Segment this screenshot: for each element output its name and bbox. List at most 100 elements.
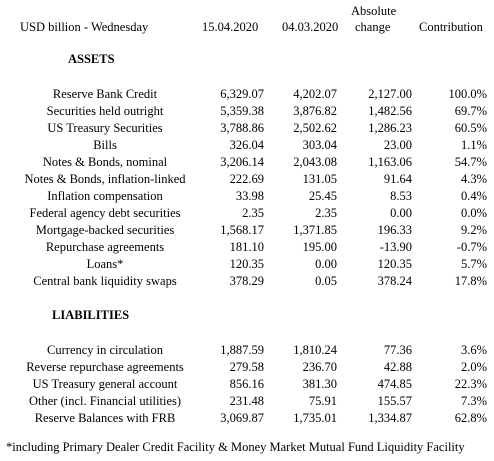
absolute-change: 77.36 bbox=[383, 343, 412, 357]
row-label: Central bank liquidity swaps bbox=[33, 274, 177, 288]
section-title-liabilities: LIABILITIES bbox=[52, 308, 130, 322]
absolute-change: 8.53 bbox=[390, 189, 412, 203]
contribution: 9.2% bbox=[460, 223, 487, 237]
contribution: 5.7% bbox=[460, 257, 487, 271]
contribution: 7.3% bbox=[460, 394, 487, 408]
contribution: 3.6% bbox=[460, 343, 487, 357]
row-label: Currency in circulation bbox=[47, 343, 163, 357]
value-date-2: 0.00 bbox=[315, 257, 337, 271]
value-date-2: 131.05 bbox=[302, 172, 337, 186]
contribution: 62.8% bbox=[454, 411, 487, 425]
value-date-1: 3,788.86 bbox=[220, 121, 264, 135]
value-date-1: 378.29 bbox=[229, 274, 264, 288]
table-row: Central bank liquidity swaps 378.29 0.05 37… bbox=[0, 273, 494, 289]
value-date-2: 303.04 bbox=[302, 138, 337, 152]
row-label: Securities held outright bbox=[46, 104, 164, 118]
table-row: Federal agency debt securities 2.35 2.35 0.… bbox=[0, 205, 494, 221]
value-date-1: 279.58 bbox=[229, 360, 264, 374]
value-date-2: 25.45 bbox=[308, 189, 337, 203]
row-label: US Treasury general account bbox=[32, 377, 178, 391]
table-row: Mortgage-backed securities 1,568.17 1,371.… bbox=[0, 222, 494, 238]
section-title-assets: ASSETS bbox=[68, 52, 115, 66]
column-header-date-1: 15.04.2020 bbox=[202, 20, 259, 34]
table-row: Reserve Balances with FRB 3,069.87 1,735.0… bbox=[0, 410, 494, 426]
table-row: Loans* 120.35 0.00 120.35 5.7% bbox=[0, 256, 494, 272]
contribution: -0.7% bbox=[456, 240, 487, 254]
contribution: 69.7% bbox=[454, 104, 487, 118]
value-date-2: 2,043.08 bbox=[293, 155, 337, 169]
contribution: 100.0% bbox=[448, 87, 487, 101]
row-label: Notes & Bonds, nominal bbox=[42, 155, 168, 169]
table-row: Notes & Bonds, inflation-linked 222.69 131… bbox=[0, 171, 494, 187]
value-date-1: 3,069.87 bbox=[220, 411, 264, 425]
column-header-contribution: Contribution bbox=[419, 20, 483, 34]
contribution: 0.0% bbox=[460, 206, 487, 220]
contribution: 17.8% bbox=[454, 274, 487, 288]
table-row: US Treasury Securities 3,788.86 2,502.62 1,… bbox=[0, 120, 494, 136]
absolute-change: 120.35 bbox=[377, 257, 412, 271]
value-date-2: 1,735.01 bbox=[293, 411, 337, 425]
row-label: Repurchase agreements bbox=[45, 240, 165, 254]
value-date-1: 326.04 bbox=[229, 138, 264, 152]
contribution: 54.7% bbox=[454, 155, 487, 169]
row-label: Loans* bbox=[86, 257, 124, 271]
value-date-1: 6,329.07 bbox=[220, 87, 264, 101]
table-row: Repurchase agreements 181.10 195.00 -13.90 -… bbox=[0, 239, 494, 255]
absolute-change: 2,127.00 bbox=[368, 87, 412, 101]
absolute-change: 0.00 bbox=[390, 206, 412, 220]
absolute-change: 23.00 bbox=[383, 138, 412, 152]
absolute-change: 196.33 bbox=[377, 223, 412, 237]
absolute-change: -13.90 bbox=[379, 240, 412, 254]
contribution: 60.5% bbox=[454, 121, 487, 135]
row-label: Reverse repurchase agreements bbox=[26, 360, 184, 374]
absolute-change: 42.88 bbox=[383, 360, 412, 374]
value-date-1: 33.98 bbox=[235, 189, 264, 203]
column-header-change: change bbox=[355, 20, 391, 34]
table-row: Bills 326.04 303.04 23.00 1.1% bbox=[0, 137, 494, 153]
absolute-change: 91.64 bbox=[383, 172, 412, 186]
row-label: US Treasury Securities bbox=[47, 121, 163, 135]
row-label: Notes & Bonds, inflation-linked bbox=[24, 172, 186, 186]
value-date-1: 5,359.38 bbox=[220, 104, 264, 118]
column-header-date-2: 04.03.2020 bbox=[282, 20, 339, 34]
absolute-change: 1,163.06 bbox=[368, 155, 412, 169]
table-row: Reverse repurchase agreements 279.58 236.7… bbox=[0, 359, 494, 375]
value-date-2: 236.70 bbox=[302, 360, 337, 374]
value-date-1: 231.48 bbox=[229, 394, 264, 408]
row-label: Bills bbox=[93, 138, 117, 152]
value-date-2: 0.05 bbox=[315, 274, 337, 288]
value-date-2: 2,502.62 bbox=[293, 121, 337, 135]
contribution: 0.4% bbox=[460, 189, 487, 203]
value-date-2: 3,876.82 bbox=[293, 104, 337, 118]
row-label: Federal agency debt securities bbox=[29, 206, 181, 220]
table-row: US Treasury general account 856.16 381.30 4… bbox=[0, 376, 494, 392]
value-date-2: 381.30 bbox=[302, 377, 337, 391]
absolute-change: 1,334.87 bbox=[368, 411, 412, 425]
row-label: Reserve Bank Credit bbox=[52, 87, 158, 101]
table-row: Reserve Bank Credit 6,329.07 4,202.07 2,127… bbox=[0, 86, 494, 102]
value-date-1: 1,887.59 bbox=[220, 343, 264, 357]
value-date-2: 2.35 bbox=[315, 206, 337, 220]
contribution: 1.1% bbox=[460, 138, 487, 152]
table-row: Other (incl. Financial utilities) 231.48 7… bbox=[0, 393, 494, 409]
value-date-2: 1,810.24 bbox=[293, 343, 337, 357]
table-row: Inflation compensation 33.98 25.45 8.53 0.4% bbox=[0, 188, 494, 204]
value-date-2: 4,202.07 bbox=[293, 87, 337, 101]
value-date-1: 2.35 bbox=[242, 206, 264, 220]
absolute-change: 378.24 bbox=[377, 274, 412, 288]
value-date-1: 3,206.14 bbox=[220, 155, 264, 169]
row-label: Inflation compensation bbox=[47, 189, 163, 203]
value-date-1: 120.35 bbox=[229, 257, 264, 271]
row-label: Mortgage-backed securities bbox=[35, 223, 175, 237]
contribution: 4.3% bbox=[460, 172, 487, 186]
value-date-1: 181.10 bbox=[229, 240, 264, 254]
absolute-change: 155.57 bbox=[377, 394, 412, 408]
value-date-2: 1,371.85 bbox=[293, 223, 337, 237]
table-row: Securities held outright 5,359.38 3,876.82… bbox=[0, 103, 494, 119]
value-date-1: 856.16 bbox=[229, 377, 264, 391]
contribution: 2.0% bbox=[460, 360, 487, 374]
value-date-2: 75.91 bbox=[308, 394, 337, 408]
table-row: Notes & Bonds, nominal 3,206.14 2,043.08 1,… bbox=[0, 154, 494, 170]
absolute-change: 474.85 bbox=[377, 377, 412, 391]
